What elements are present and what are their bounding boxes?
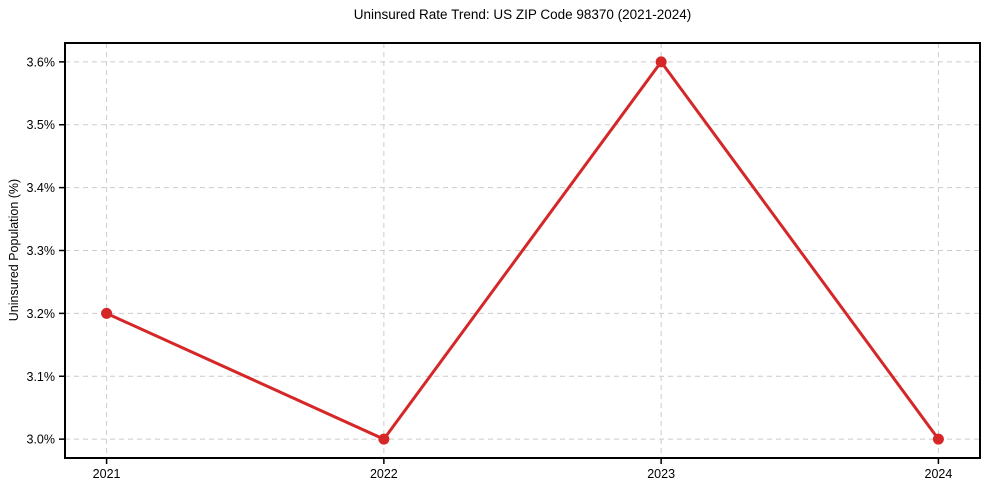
trend-line <box>105 60 940 441</box>
x-tick-label: 2024 <box>925 467 953 481</box>
data-point-marker <box>378 433 390 445</box>
data-point-marker <box>932 433 944 445</box>
y-tick-label: 3.4% <box>27 181 56 195</box>
data-point-marker <box>655 56 667 68</box>
y-tick-label: 3.0% <box>27 433 56 447</box>
y-tick-label: 3.5% <box>27 118 56 132</box>
x-tick-label: 2022 <box>370 467 398 481</box>
x-tick-label: 2021 <box>93 467 121 481</box>
y-tick-label: 3.1% <box>27 370 56 384</box>
y-tick-label: 3.2% <box>27 307 56 321</box>
y-tick-label: 3.6% <box>27 55 56 69</box>
chart-title: Uninsured Rate Trend: US ZIP Code 98370 … <box>353 7 692 22</box>
x-tick-label: 2023 <box>647 467 675 481</box>
y-tick-label: 3.3% <box>27 244 56 258</box>
data-point-marker <box>101 307 113 319</box>
